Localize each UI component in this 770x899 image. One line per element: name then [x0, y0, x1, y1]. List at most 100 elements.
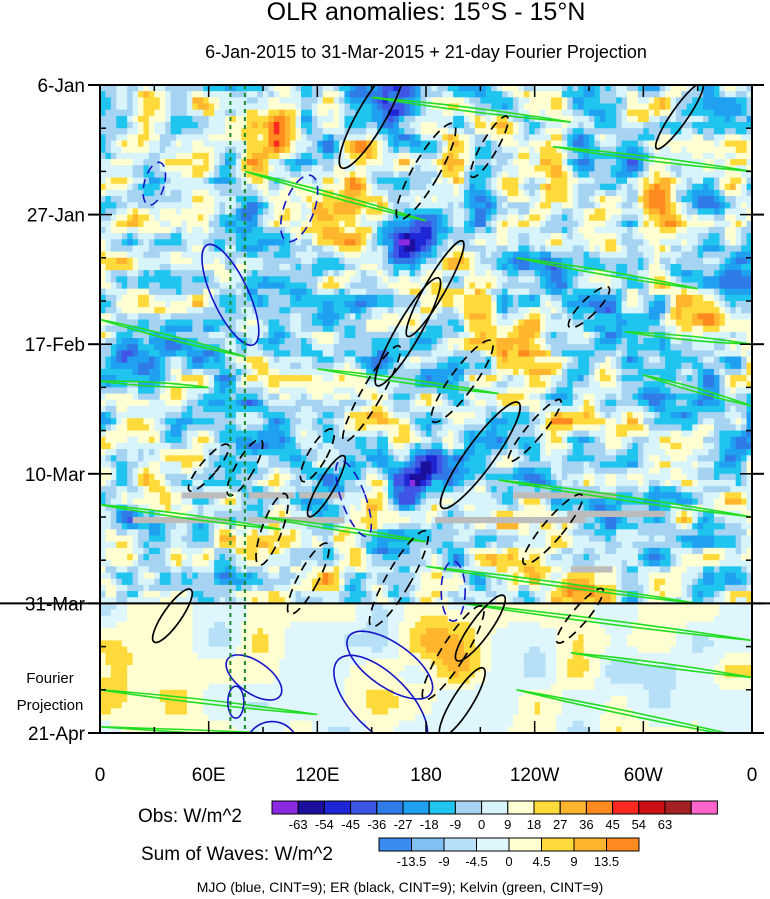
x-axis: 0 60E 120E 180 120W 60W 0 [95, 85, 757, 786]
colorbar-box [476, 837, 510, 852]
missing-data-bar [132, 517, 231, 524]
obs-colorbar-title: Obs: W/m^2 [138, 806, 242, 827]
colorbar-label: 36 [579, 817, 593, 832]
colorbar-label: 63 [658, 817, 672, 832]
er-contour [187, 443, 230, 493]
colorbar-box [638, 800, 666, 815]
er-contour [469, 115, 510, 179]
y-tick-label: 17-Feb [25, 335, 85, 356]
missing-data-bar [570, 566, 613, 573]
colorbar-box [612, 800, 640, 815]
mjo-contour [225, 654, 283, 701]
colorbar-box [443, 837, 477, 852]
er-contour [405, 239, 465, 338]
waves-colorbar-title: Sum of Waves: W/m^2 [141, 844, 333, 865]
colorbar-label: -13.5 [397, 854, 427, 869]
er-contours [151, 85, 705, 733]
colorbar-label: 13.5 [594, 854, 619, 869]
colorbar-label: 9 [504, 817, 511, 832]
colorbar-label: -54 [315, 817, 334, 832]
y-tick-label: 21-Apr [28, 724, 86, 745]
colorbar-label: 4.5 [532, 854, 550, 869]
kelvin-contour [317, 368, 499, 395]
er-contour [374, 276, 442, 387]
colorbar-box [454, 800, 483, 815]
missing-data-bar [567, 510, 666, 517]
x-tick-label: 180 [410, 765, 442, 786]
missing-data-bar [299, 492, 345, 499]
wave-contours-caption: MJO (blue, CINT=9); ER (black, CINT=9); … [197, 879, 604, 895]
kelvin-contour [552, 145, 752, 173]
mjo-contours [142, 161, 466, 733]
colorbar-label: -4.5 [465, 854, 487, 869]
er-contour [255, 492, 289, 567]
colorbar-box [690, 800, 718, 815]
er-contour [507, 398, 562, 463]
missing-data-bar [534, 517, 586, 524]
y-tick-label: 6-Jan [37, 76, 85, 97]
colorbar-box [323, 800, 352, 815]
kelvin-contour [100, 503, 282, 531]
colorbar-label: 18 [527, 817, 541, 832]
kelvin-contour [625, 331, 752, 345]
colorbar-label: -45 [341, 817, 360, 832]
projection-label-line2: Projection [17, 697, 84, 714]
chart-subtitle: 6-Jan-2015 to 31-Mar-2015 + 21-day Fouri… [205, 42, 647, 62]
colorbar-box [508, 837, 542, 852]
colorbar-box [378, 837, 412, 852]
kelvin-contour [643, 374, 752, 407]
x-tick-label: 120E [295, 765, 339, 786]
colorbar-box [606, 837, 640, 852]
kelvin-contour [516, 257, 698, 290]
er-contour [654, 85, 705, 150]
kelvin-contour [244, 170, 427, 222]
colorbar-label: 27 [553, 817, 567, 832]
colorbar-label: 9 [570, 854, 577, 869]
er-contour [299, 428, 336, 483]
er-contour [306, 454, 347, 518]
er-contour [430, 339, 495, 424]
x-tick-label: 60W [624, 765, 663, 786]
colorbar-label: -63 [289, 817, 308, 832]
colorbar-label: 54 [632, 817, 646, 832]
missing-data-bar [181, 492, 227, 499]
er-contour [395, 122, 457, 221]
kelvin-contour [498, 479, 752, 518]
reference-lines [229, 85, 246, 733]
colorbar-box [428, 800, 456, 815]
kelvin-contour [462, 602, 752, 642]
y-tick-label: 31-Mar [25, 594, 86, 615]
colorbar-box [585, 800, 614, 815]
mjo-contour [335, 459, 373, 538]
y-tick-label: 10-Mar [25, 465, 86, 486]
colorbar-box [350, 800, 378, 815]
projection-label-line1: Fourier [26, 670, 74, 687]
chart-title: OLR anomalies: 15°S - 15°N [267, 0, 586, 26]
x-tick-label: 60E [192, 765, 226, 786]
missing-data-bar [435, 517, 535, 524]
colorbar-box [507, 800, 535, 815]
colorbar-box [402, 800, 430, 815]
kelvin-contour [100, 318, 246, 358]
er-contour [286, 542, 330, 616]
er-contour [439, 401, 522, 510]
colorbar-box [411, 837, 445, 852]
colorbar-label: 45 [605, 817, 619, 832]
er-contour [368, 529, 430, 628]
kelvin-contour [100, 689, 318, 716]
colorbar-box [664, 800, 692, 815]
mjo-contour [142, 161, 167, 206]
kelvin-contour [100, 380, 209, 389]
colorbar-box [559, 800, 587, 815]
er-contour [226, 438, 264, 497]
mjo-contour [440, 560, 466, 622]
kelvin-contour [371, 96, 572, 123]
x-tick-label: 120W [510, 765, 560, 786]
plot-area [100, 85, 752, 733]
er-contour [341, 344, 402, 443]
y-axis: 6-Jan 27-Jan 17-Feb 10-Mar 31-Mar 21-Apr [25, 76, 764, 745]
colorbar-box [533, 800, 561, 815]
er-contour [567, 285, 611, 329]
kelvin-contour [100, 726, 285, 733]
